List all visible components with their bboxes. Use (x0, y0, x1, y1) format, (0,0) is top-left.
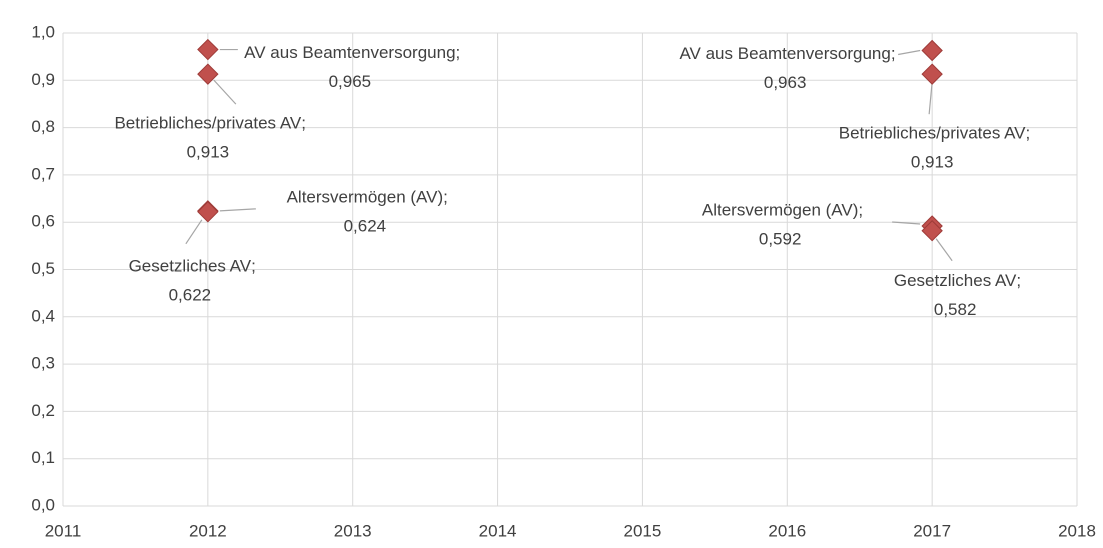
data-label-value: 0,582 (934, 300, 977, 319)
leader-line (892, 221, 921, 225)
x-tick-label: 2016 (768, 521, 806, 540)
y-tick-label: 0,9 (31, 70, 55, 89)
data-label-separator: ; (858, 200, 863, 219)
y-tick-label: 0,3 (31, 354, 55, 373)
data-label-name: Altersvermögen (AV) (287, 187, 444, 206)
x-tick-label: 2018 (1058, 521, 1096, 540)
data-label-name: Gesetzliches AV (894, 271, 1017, 290)
y-tick-label: 0,4 (31, 306, 55, 325)
marker (197, 63, 219, 85)
leader-line (185, 219, 203, 245)
data-label-separator: ; (301, 114, 306, 133)
y-tick-label: 0,8 (31, 117, 55, 136)
leader-line (935, 238, 953, 262)
data-label-separator: ; (443, 187, 448, 206)
x-tick-label: 2012 (189, 521, 227, 540)
data-label-name: Altersvermögen (AV) (702, 200, 859, 219)
x-tick-label: 2014 (479, 521, 517, 540)
x-tick-label: 2017 (913, 521, 951, 540)
data-label-value: 0,963 (764, 73, 807, 92)
data-label-name: Gesetzliches AV (129, 256, 252, 275)
data-label-value: 0,624 (344, 216, 387, 235)
y-tick-label: 0,6 (31, 212, 55, 231)
leader-line (213, 79, 237, 105)
data-label-value: 0,913 (911, 153, 954, 172)
leader-line (898, 49, 921, 56)
marker (197, 38, 219, 61)
x-tick-label: 2015 (624, 521, 662, 540)
leader-line (219, 208, 256, 212)
y-tick-label: 1,0 (31, 22, 55, 41)
y-tick-label: 0,0 (31, 495, 55, 514)
data-label-separator: ; (1026, 124, 1031, 143)
y-tick-label: 0,1 (31, 448, 55, 467)
y-tick-label: 0,2 (31, 401, 55, 420)
data-label-separator: ; (891, 44, 896, 63)
data-label-value: 0,592 (759, 229, 802, 248)
data-label-separator: ; (251, 256, 256, 275)
marker (921, 63, 943, 85)
leader-line (928, 82, 933, 115)
data-label-name: Betriebliches/privates AV (839, 124, 1026, 143)
data-label-value: 0,622 (169, 285, 212, 304)
data-label-separator: ; (1016, 271, 1021, 290)
marker (921, 39, 943, 62)
y-tick-label: 0,5 (31, 259, 55, 278)
y-tick-label: 0,7 (31, 164, 55, 183)
x-tick-label: 2011 (45, 521, 82, 540)
marker (921, 220, 943, 242)
marker (197, 201, 219, 223)
data-label-name: AV aus Beamtenversorgung (244, 43, 455, 62)
x-tick-label: 2013 (334, 521, 372, 540)
data-label-name: Betriebliches/privates AV (114, 114, 301, 133)
data-label-separator: ; (456, 43, 461, 62)
data-label-name: AV aus Beamtenversorgung (679, 44, 890, 63)
data-label-value: 0,965 (329, 72, 372, 91)
data-label-value: 0,913 (187, 143, 230, 162)
